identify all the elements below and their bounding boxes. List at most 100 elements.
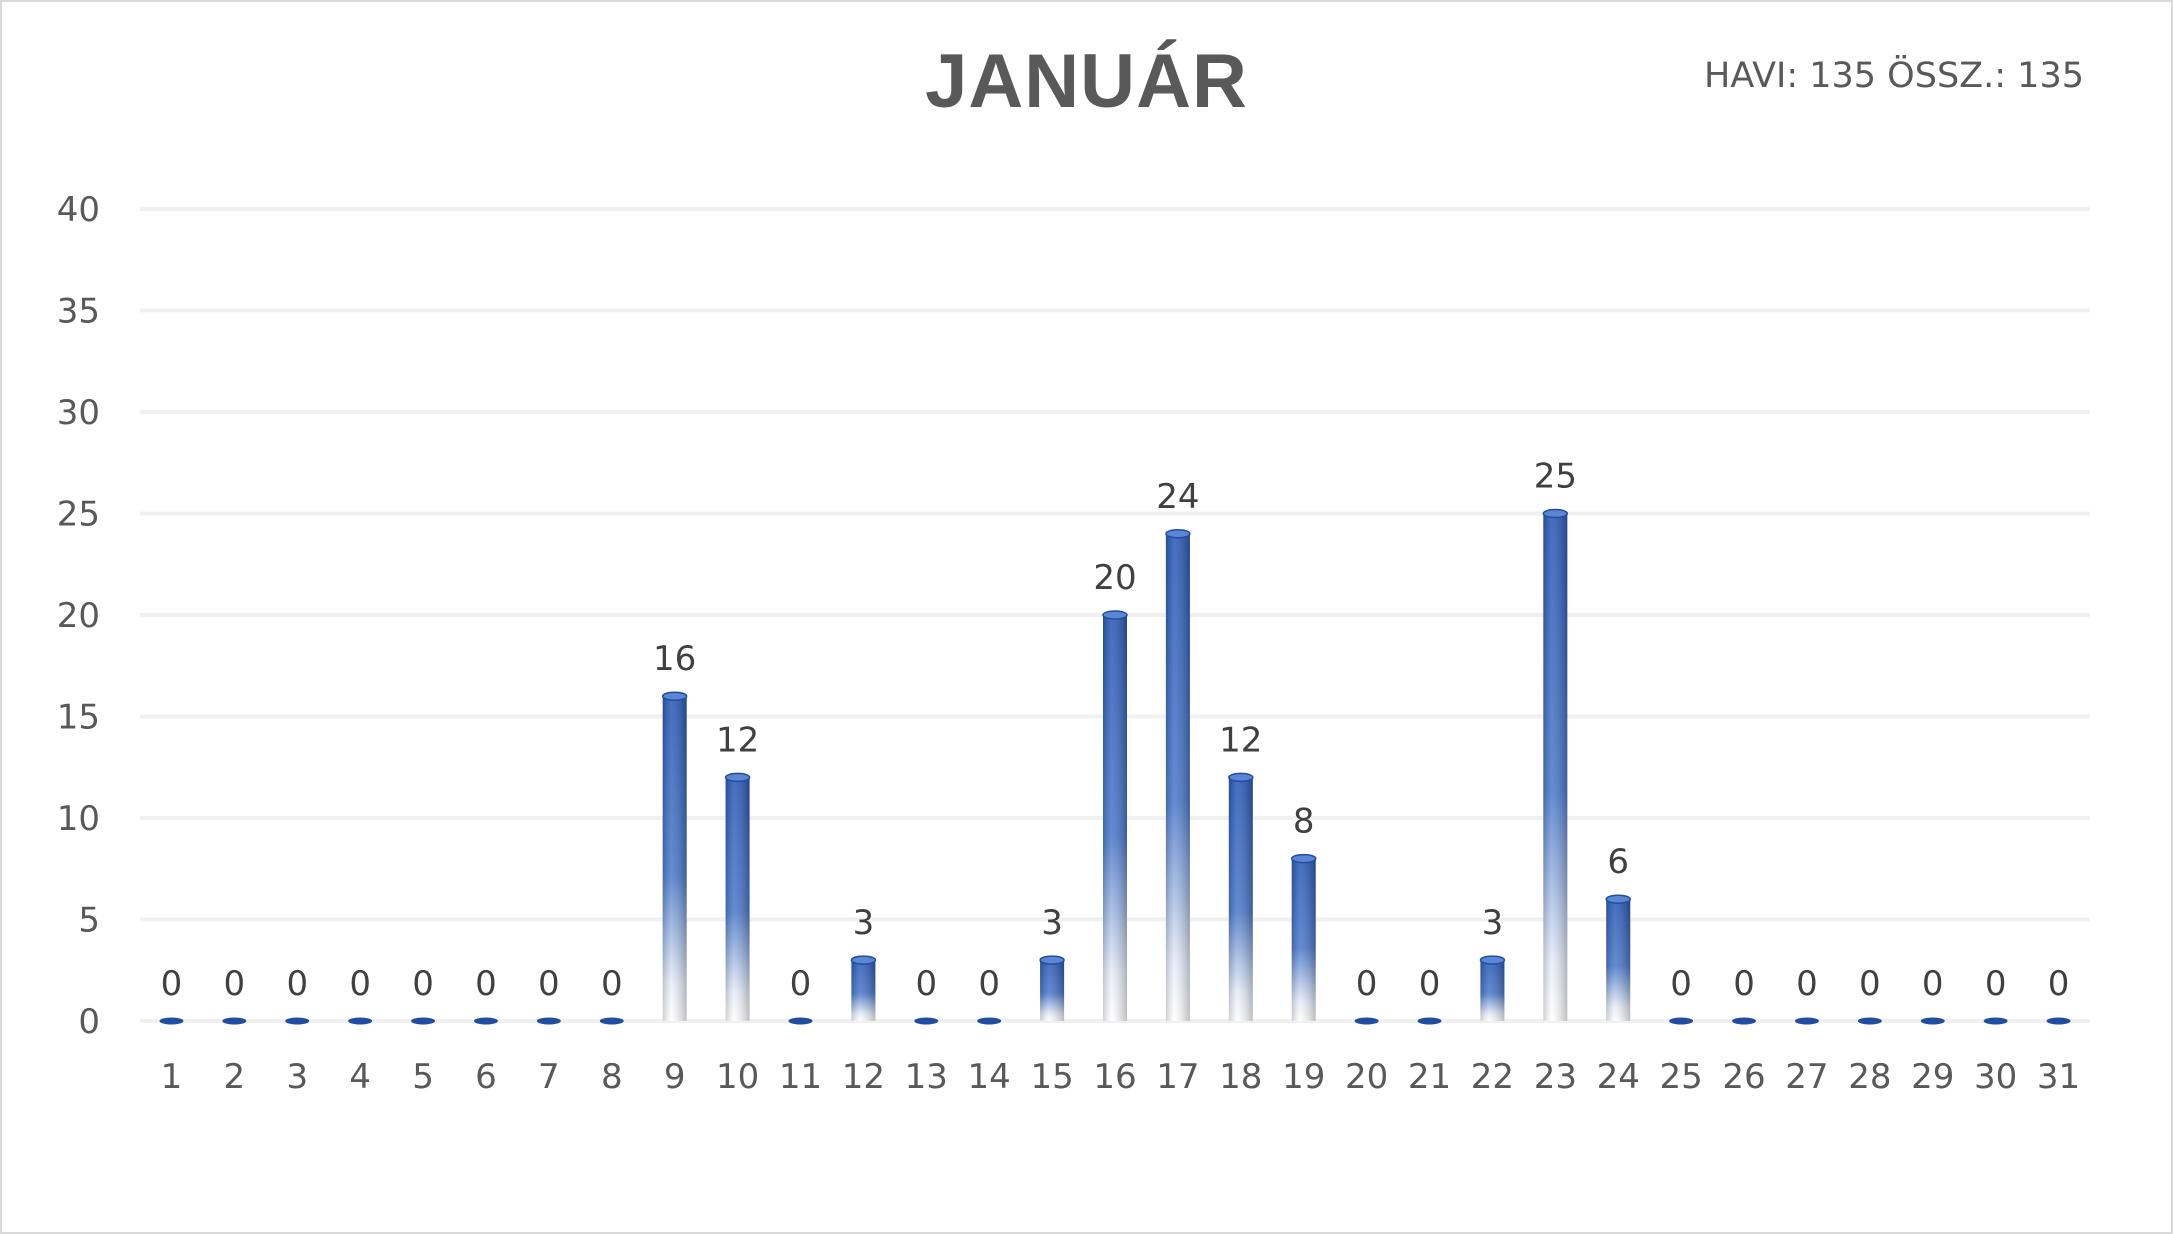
bar [850,955,877,1021]
x-tick-label: 8 [601,1057,623,1097]
y-tick-label: 10 [57,799,100,839]
x-tick-label: 24 [1597,1057,1640,1097]
bar [1102,610,1128,1021]
data-label: 0 [1985,964,2007,1004]
bar [536,1017,561,1025]
bar [1228,772,1254,1021]
data-label: 16 [653,639,696,679]
x-tick-label: 18 [1219,1057,1262,1097]
x-tick-label: 15 [1030,1057,1073,1097]
x-tick-label: 31 [2037,1057,2080,1097]
x-tick-label: 20 [1345,1057,1388,1097]
chart-summary: HAVI: 135 ÖSSZ.: 135 [1704,56,2084,96]
bar [1920,1017,1945,1025]
data-label: 0 [1356,964,1378,1004]
x-tick-label: 6 [475,1057,497,1097]
x-tick-label: 12 [842,1057,885,1097]
bar [285,1017,310,1025]
x-tick-label: 17 [1156,1057,1199,1097]
bar [1732,1017,1757,1025]
bar [473,1017,498,1025]
x-tick-label: 13 [905,1057,948,1097]
bar [1290,853,1317,1021]
bar [411,1017,436,1025]
x-tick-label: 10 [716,1057,759,1097]
x-tick-label: 7 [538,1057,560,1097]
y-tick-label: 5 [78,901,100,941]
bar [788,1017,813,1025]
x-tick-label: 19 [1282,1057,1325,1097]
data-label: 0 [2048,964,2070,1004]
x-tick-label: 2 [224,1057,246,1097]
x-tick-label: 27 [1785,1057,1828,1097]
data-label: 0 [475,964,497,1004]
bar [1165,529,1191,1021]
bar [1669,1017,1694,1025]
data-label: 0 [286,964,308,1004]
bar [1479,955,1506,1021]
bar [599,1017,624,1025]
x-tick-label: 11 [779,1057,822,1097]
data-label: 20 [1093,558,1136,598]
y-axis-ticks: 0 5 10 15 20 25 30 35 40 [57,190,100,1042]
data-label: 0 [1419,964,1441,1004]
data-label: 3 [1482,903,1504,943]
data-label: 0 [1670,964,1692,1004]
data-label: 0 [790,964,812,1004]
x-tick-label: 28 [1848,1057,1891,1097]
bar [1354,1017,1379,1025]
data-label: 0 [538,964,560,1004]
y-tick-label: 20 [57,596,100,636]
bar [977,1017,1002,1025]
y-tick-label: 40 [57,190,100,230]
x-tick-label: 3 [286,1057,308,1097]
bar [1794,1017,1819,1025]
bar [1039,955,1065,1021]
x-tick-label: 21 [1408,1057,1451,1097]
data-label: 12 [716,720,759,760]
bar [222,1017,247,1025]
bars [159,508,2071,1025]
data-label: 0 [915,964,937,1004]
bar [348,1017,373,1025]
data-label: 3 [853,903,875,943]
data-label: 0 [1922,964,1944,1004]
data-label: 0 [1733,964,1755,1004]
bar [1983,1017,2008,1025]
bar [1417,1017,1442,1025]
x-tick-label: 25 [1659,1057,1702,1097]
bar [1542,508,1569,1021]
y-tick-label: 15 [57,698,100,738]
data-label: 24 [1156,477,1199,517]
bar [159,1017,184,1025]
data-label: 0 [349,964,371,1004]
x-tick-label: 4 [349,1057,371,1097]
bar [2046,1017,2071,1025]
bar [724,772,751,1021]
data-label: 12 [1219,720,1262,760]
data-label: 0 [161,964,183,1004]
y-tick-label: 30 [57,393,100,433]
data-label: 0 [224,964,246,1004]
chart-title: JANUÁR [925,39,1248,124]
x-tick-label: 23 [1534,1057,1577,1097]
bar [914,1017,939,1025]
y-tick-label: 0 [78,1002,100,1042]
data-label: 8 [1293,802,1315,842]
x-tick-label: 14 [968,1057,1011,1097]
x-tick-label: 29 [1911,1057,1954,1097]
x-tick-label: 22 [1471,1057,1514,1097]
data-label: 3 [1041,903,1063,943]
data-label: 0 [1859,964,1881,1004]
bar [1857,1017,1882,1025]
bar [661,691,688,1021]
data-label: 25 [1534,457,1577,497]
data-label: 0 [601,964,623,1004]
x-tick-label: 9 [664,1057,686,1097]
x-axis-ticks: 1 2 3 4 5 6 7 8 9 10 11 12 13 14 15 16 17 18 19 20 21 22 23 24 2… [161,1057,2081,1097]
data-label: 0 [1796,964,1818,1004]
data-label: 0 [978,964,1000,1004]
data-label: 0 [412,964,434,1004]
